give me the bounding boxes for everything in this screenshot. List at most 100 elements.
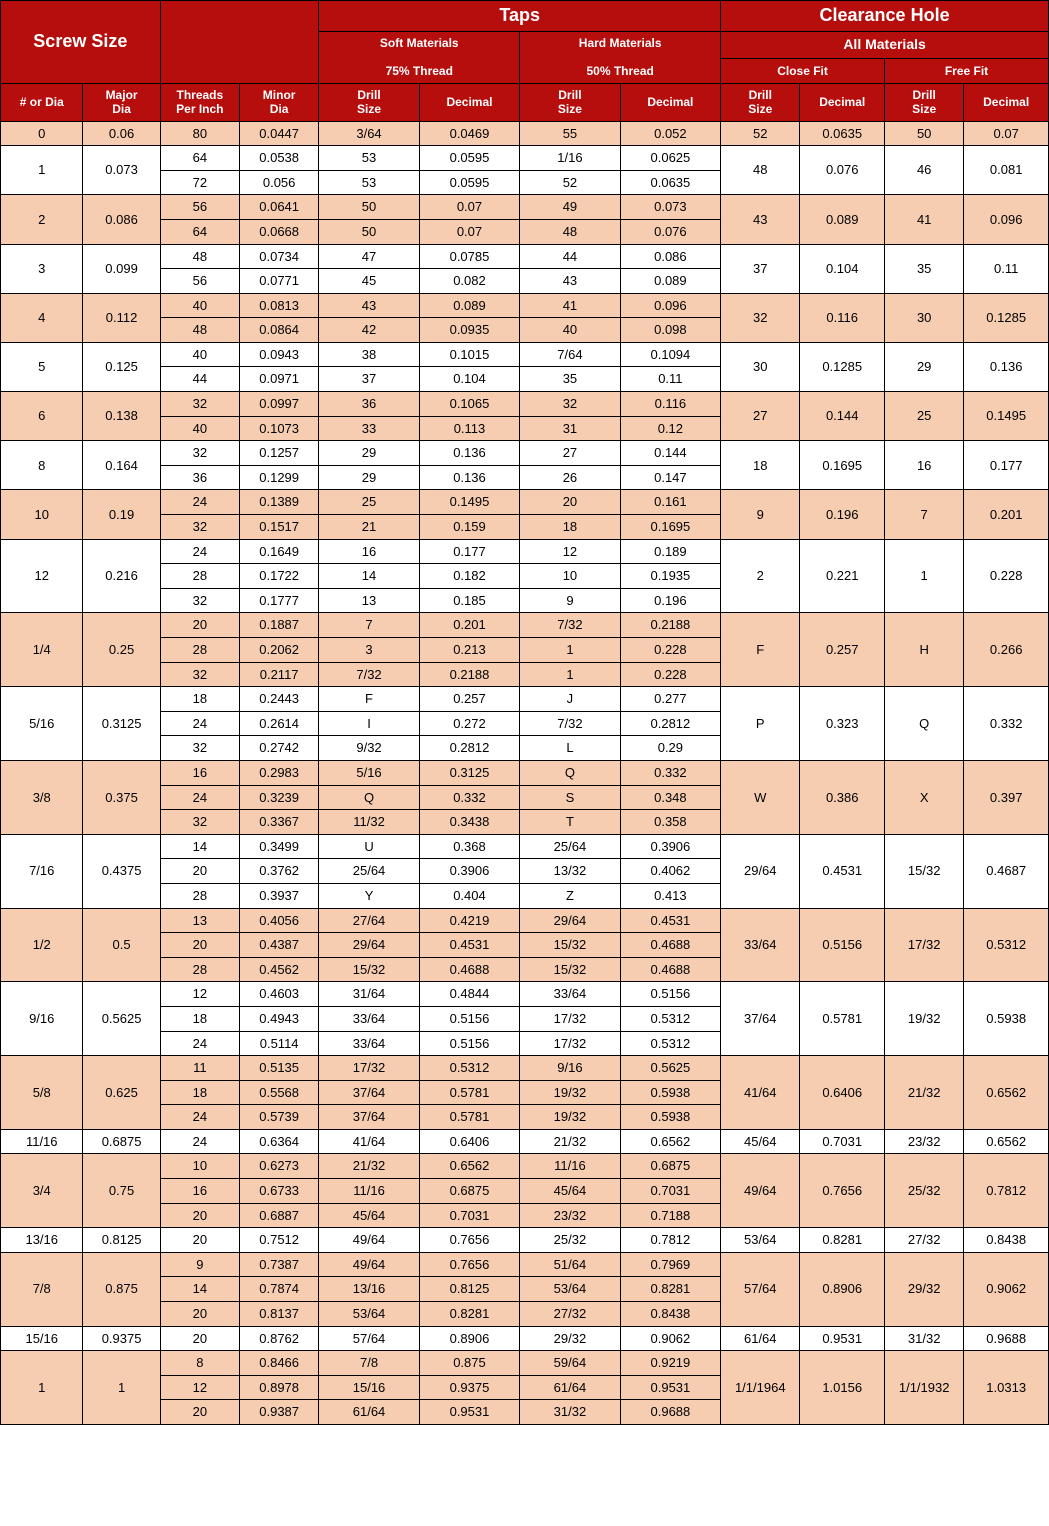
cell-minor-dia: 0.0997 [239, 392, 318, 417]
cell-soft-decimal: 0.332 [419, 785, 519, 810]
cell-close-decimal: 0.323 [800, 687, 885, 761]
cell-soft-decimal: 0.07 [419, 195, 519, 220]
cell-minor-dia: 0.7387 [239, 1252, 318, 1277]
hdr-taps: Taps [319, 1, 721, 32]
cell-soft-drill-size: U [319, 834, 419, 859]
table-row: 13/160.8125200.751249/640.765625/320.781… [1, 1228, 1049, 1253]
cell-soft-decimal: 0.272 [419, 711, 519, 736]
cell-size: 11/16 [1, 1129, 83, 1154]
cell-hard-drill-size: 51/64 [520, 1252, 620, 1277]
cell-free-decimal: 0.177 [964, 441, 1049, 490]
cell-hard-decimal: 0.7031 [620, 1179, 720, 1204]
cell-free-decimal: 0.9062 [964, 1252, 1049, 1326]
cell-close-decimal: 0.076 [800, 146, 885, 195]
cell-tpi: 32 [160, 736, 239, 761]
cell-hard-decimal: 0.1695 [620, 515, 720, 540]
hdr-hard-drill-size: DrillSize [520, 83, 620, 121]
cell-soft-drill-size: 13 [319, 588, 419, 613]
cell-minor-dia: 0.8978 [239, 1375, 318, 1400]
cell-hard-drill-size: 25/32 [520, 1228, 620, 1253]
cell-tpi: 20 [160, 1203, 239, 1228]
cell-hard-decimal: 0.11 [620, 367, 720, 392]
cell-soft-drill-size: Y [319, 883, 419, 908]
cell-hard-drill-size: 9 [520, 588, 620, 613]
cell-size: 9/16 [1, 982, 83, 1056]
cell-tpi: 10 [160, 1154, 239, 1179]
table-row: 9/160.5625120.460331/640.484433/640.5156… [1, 982, 1049, 1007]
cell-hard-drill-size: 43 [520, 269, 620, 294]
cell-soft-drill-size: 36 [319, 392, 419, 417]
cell-free-decimal: 0.081 [964, 146, 1049, 195]
hdr-screw-size: Screw Size [1, 1, 161, 84]
cell-tpi: 28 [160, 638, 239, 663]
cell-hard-decimal: 0.9531 [620, 1375, 720, 1400]
cell-tpi: 11 [160, 1056, 239, 1081]
cell-soft-drill-size: 7 [319, 613, 419, 638]
cell-tpi: 32 [160, 662, 239, 687]
cell-soft-decimal: 0.5781 [419, 1080, 519, 1105]
cell-size: 8 [1, 441, 83, 490]
cell-hard-drill-size: 49 [520, 195, 620, 220]
cell-hard-decimal: 0.413 [620, 883, 720, 908]
cell-soft-drill-size: 3/64 [319, 121, 419, 146]
cell-hard-decimal: 0.1094 [620, 342, 720, 367]
cell-free-drill-size: 7 [885, 490, 964, 539]
cell-soft-decimal: 0.6406 [419, 1129, 519, 1154]
cell-tpi: 13 [160, 908, 239, 933]
cell-soft-drill-size: 11/16 [319, 1179, 419, 1204]
cell-size: 1/4 [1, 613, 83, 687]
hdr-close-decimal: Decimal [800, 83, 885, 121]
cell-hard-decimal: 0.4531 [620, 908, 720, 933]
hdr-free-decimal: Decimal [964, 83, 1049, 121]
cell-hard-drill-size: 21/32 [520, 1129, 620, 1154]
hdr-all-materials: All Materials [721, 31, 1049, 58]
cell-soft-drill-size: 42 [319, 318, 419, 343]
cell-hard-drill-size: 15/32 [520, 933, 620, 958]
hdr-major-dia: MajorDia [83, 83, 160, 121]
cell-minor-dia: 0.8137 [239, 1302, 318, 1327]
hdr-close-drill-size: DrillSize [721, 83, 800, 121]
table-row: 5/80.625110.513517/320.53129/160.562541/… [1, 1056, 1049, 1081]
cell-tpi: 32 [160, 515, 239, 540]
cell-close-decimal: 0.8281 [800, 1228, 885, 1253]
cell-soft-drill-size: 33/64 [319, 1031, 419, 1056]
cell-free-drill-size: 46 [885, 146, 964, 195]
cell-soft-decimal: 0.5156 [419, 1031, 519, 1056]
cell-hard-drill-size: 61/64 [520, 1375, 620, 1400]
cell-minor-dia: 0.4603 [239, 982, 318, 1007]
cell-minor-dia: 0.0771 [239, 269, 318, 294]
cell-soft-drill-size: 29 [319, 465, 419, 490]
cell-close-decimal: 0.386 [800, 760, 885, 834]
cell-minor-dia: 0.2117 [239, 662, 318, 687]
cell-tpi: 32 [160, 810, 239, 835]
cell-tpi: 14 [160, 1277, 239, 1302]
cell-tpi: 56 [160, 195, 239, 220]
cell-soft-drill-size: 13/16 [319, 1277, 419, 1302]
cell-size: 0 [1, 121, 83, 146]
cell-close-drill-size: W [721, 760, 800, 834]
cell-hard-decimal: 0.9688 [620, 1400, 720, 1425]
cell-hard-drill-size: 1 [520, 638, 620, 663]
cell-size: 5 [1, 342, 83, 391]
cell-size: 3 [1, 244, 83, 293]
cell-close-decimal: 0.9531 [800, 1326, 885, 1351]
cell-hard-decimal: 0.228 [620, 638, 720, 663]
cell-minor-dia: 0.6887 [239, 1203, 318, 1228]
cell-major-dia: 0.5625 [83, 982, 160, 1056]
cell-hard-drill-size: 29/32 [520, 1326, 620, 1351]
cell-minor-dia: 0.5739 [239, 1105, 318, 1130]
cell-soft-decimal: 0.3438 [419, 810, 519, 835]
cell-tpi: 20 [160, 1302, 239, 1327]
cell-hard-drill-size: 53/64 [520, 1277, 620, 1302]
cell-hard-decimal: 0.358 [620, 810, 720, 835]
cell-tpi: 40 [160, 416, 239, 441]
cell-soft-drill-size: 14 [319, 564, 419, 589]
cell-hard-decimal: 0.5938 [620, 1080, 720, 1105]
cell-close-decimal: 0.8906 [800, 1252, 885, 1326]
cell-soft-drill-size: Q [319, 785, 419, 810]
cell-hard-decimal: 0.189 [620, 539, 720, 564]
cell-minor-dia: 0.1517 [239, 515, 318, 540]
cell-soft-decimal: 0.082 [419, 269, 519, 294]
cell-free-decimal: 0.096 [964, 195, 1049, 244]
cell-hard-decimal: 0.1935 [620, 564, 720, 589]
